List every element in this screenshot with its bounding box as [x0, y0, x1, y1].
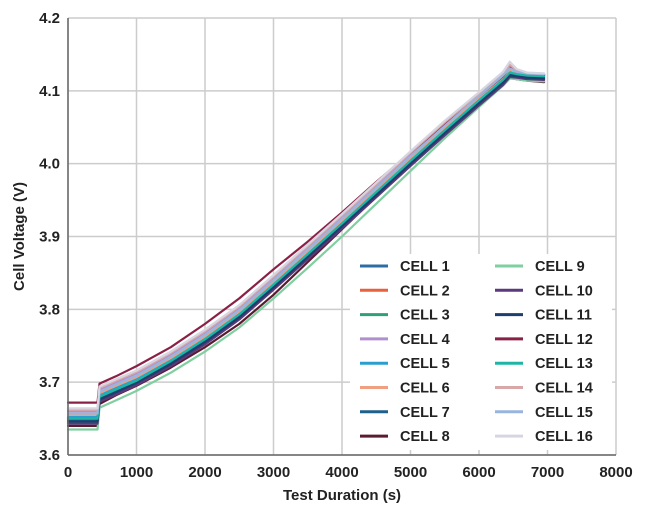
x-tick-label: 3000	[257, 464, 290, 481]
series-line-cell-16	[66, 60, 546, 410]
y-axis-title: Cell Voltage (V)	[11, 182, 28, 291]
series-layer	[66, 60, 546, 431]
y-tick-label: 3.8	[39, 301, 60, 318]
y-tick-label: 3.9	[39, 229, 60, 246]
x-axis-title: Test Duration (s)	[283, 487, 401, 504]
series-line-cell-11	[66, 74, 546, 423]
x-tick-label: 7000	[531, 464, 564, 481]
y-tick-label: 4.1	[39, 83, 60, 100]
y-tick-labels: 3.6 3.7 3.8 3.9 4.0 4.1 4.2	[39, 10, 60, 464]
y-tick-label: 4.0	[39, 156, 60, 173]
y-tick-label: 3.7	[39, 374, 60, 391]
legend-label-cell-13: CELL 13	[535, 356, 593, 372]
x-tick-labels: 0 1000 2000 3000 4000 5000 6000 7000 8000	[64, 464, 633, 481]
legend-label-cell-4: CELL 4	[400, 332, 450, 348]
x-tick-label: 6000	[462, 464, 495, 481]
legend-label-cell-7: CELL 7	[400, 405, 450, 421]
x-tick-label: 4000	[325, 464, 358, 481]
y-tick-label: 3.6	[39, 447, 60, 464]
legend-label-cell-12: CELL 12	[535, 332, 593, 348]
legend-label-cell-8: CELL 8	[400, 429, 450, 445]
legend-label-cell-16: CELL 16	[535, 429, 593, 445]
legend-label-cell-2: CELL 2	[400, 283, 450, 299]
series-line-cell-15	[66, 67, 546, 415]
x-tick-label: 5000	[394, 464, 427, 481]
x-tick-label: 1000	[120, 464, 153, 481]
x-tick-label: 8000	[599, 464, 632, 481]
legend-label-cell-1: CELL 1	[400, 259, 450, 275]
series-line-cell-14	[66, 63, 546, 411]
y-tick-label: 4.2	[39, 10, 60, 27]
legend-background	[350, 254, 612, 450]
x-tick-label: 0	[64, 464, 72, 481]
axes	[67, 18, 616, 456]
legend-label-cell-9: CELL 9	[535, 259, 585, 275]
legend: CELL 1 CELL 2 CELL 3 CELL 4 CELL 5 CELL 6 CELL…	[350, 254, 612, 450]
legend-label-cell-5: CELL 5	[400, 356, 450, 372]
legend-label-cell-14: CELL 14	[535, 381, 593, 397]
legend-label-cell-3: CELL 3	[400, 308, 450, 324]
series-line-cell-10	[66, 75, 546, 425]
legend-label-cell-11: CELL 11	[535, 308, 592, 324]
legend-label-cell-10: CELL 10	[535, 283, 593, 299]
series-line-cell-13	[66, 71, 546, 420]
x-tick-label: 2000	[188, 464, 221, 481]
legend-label-cell-15: CELL 15	[535, 405, 593, 421]
legend-label-cell-6: CELL 6	[400, 381, 450, 397]
